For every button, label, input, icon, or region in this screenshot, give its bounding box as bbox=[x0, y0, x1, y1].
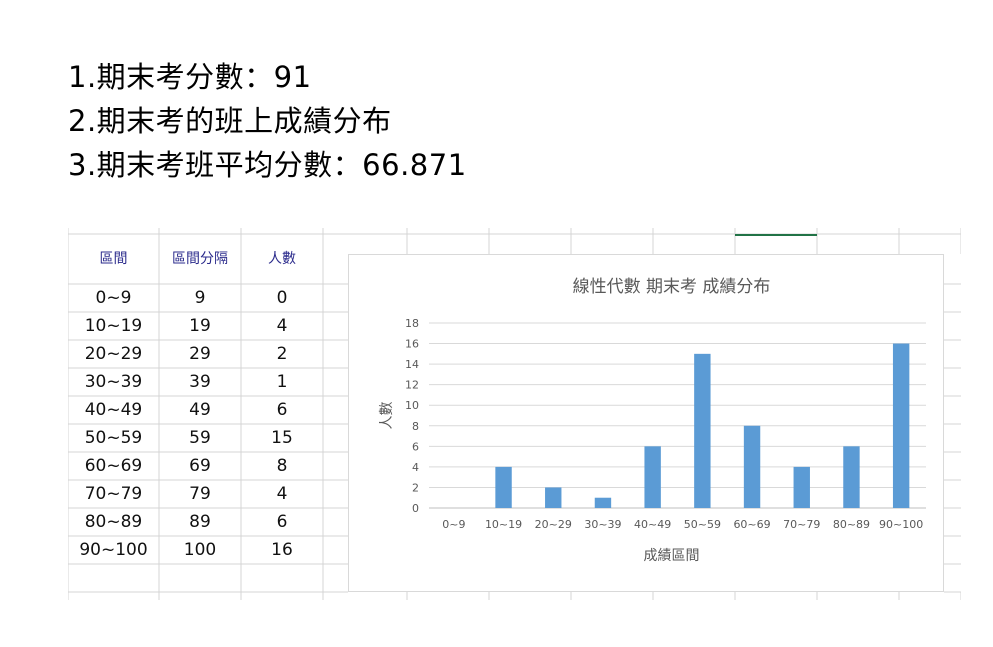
y-tick-label: 14 bbox=[405, 358, 419, 371]
table-cell[interactable]: 29 bbox=[189, 344, 211, 364]
table-cell[interactable]: 59 bbox=[189, 428, 211, 448]
x-axis-title: 成績區間 bbox=[644, 548, 700, 564]
y-tick-label: 12 bbox=[405, 379, 419, 392]
bar-20~29[interactable] bbox=[545, 487, 562, 508]
table-cell[interactable]: 40~49 bbox=[84, 400, 143, 420]
y-tick-label: 6 bbox=[412, 440, 419, 453]
table-cell[interactable]: 30~39 bbox=[84, 372, 143, 392]
table-cell[interactable]: 4 bbox=[276, 316, 288, 336]
table-cell[interactable]: 15 bbox=[271, 428, 293, 448]
spreadsheet-area: 區間 區間分隔 人數 0~9 9 0 10~19 19 4 20~29 29 2 30~39 39 1 40~… bbox=[68, 228, 961, 600]
table-cell[interactable]: 6 bbox=[276, 400, 288, 420]
x-tick-label: 60~69 bbox=[733, 518, 770, 531]
table-cell[interactable]: 90~100 bbox=[79, 540, 148, 560]
table-cell[interactable]: 9 bbox=[194, 288, 206, 308]
table-cell[interactable]: 0 bbox=[276, 288, 288, 308]
table-header-cell[interactable]: 區間分隔 bbox=[172, 251, 228, 267]
info-lines: 1.期末考分數：91 2.期末考的班上成績分布 3.期末考班平均分數：66.87… bbox=[68, 55, 467, 187]
info-line-score: 1.期末考分數：91 bbox=[68, 60, 312, 94]
table-cell[interactable]: 79 bbox=[189, 484, 211, 504]
x-tick-label: 90~100 bbox=[879, 518, 923, 531]
table-cell[interactable]: 69 bbox=[189, 456, 211, 476]
chart-title: 線性代數 期末考 成績分布 bbox=[573, 277, 771, 297]
table-cell[interactable]: 2 bbox=[276, 344, 288, 364]
table-cell[interactable]: 70~79 bbox=[84, 484, 143, 504]
bar-10~19[interactable] bbox=[495, 466, 512, 508]
x-tick-label: 30~39 bbox=[584, 518, 621, 531]
bar-40~49[interactable] bbox=[644, 446, 661, 508]
table-cell[interactable]: 100 bbox=[183, 540, 217, 560]
y-tick-label: 18 bbox=[405, 317, 419, 330]
table-cell[interactable]: 89 bbox=[189, 512, 211, 532]
table-cell[interactable]: 49 bbox=[189, 400, 211, 420]
table-cell[interactable]: 19 bbox=[189, 316, 211, 336]
chart-svg: 線性代數 期末考 成績分布 0 2 4 6 8 10 12 14 16 18 0~9 10~19 20~2… bbox=[379, 277, 926, 564]
y-tick-label: 2 bbox=[412, 481, 419, 494]
table-header-cell[interactable]: 人數 bbox=[268, 251, 296, 267]
table-cell[interactable]: 10~19 bbox=[84, 316, 143, 336]
table-cell[interactable]: 1 bbox=[276, 372, 288, 392]
sheet-gridlines bbox=[68, 228, 961, 600]
x-tick-label: 0~9 bbox=[442, 518, 465, 531]
table-cell[interactable]: 60~69 bbox=[84, 456, 143, 476]
bar-80~89[interactable] bbox=[843, 446, 860, 508]
y-axis-title: 人數 bbox=[379, 402, 395, 430]
bar-70~79[interactable] bbox=[793, 466, 810, 508]
table-cell[interactable]: 0~9 bbox=[95, 288, 132, 308]
table-cell[interactable]: 16 bbox=[271, 540, 293, 560]
table-cell[interactable]: 80~89 bbox=[84, 512, 143, 532]
bar-50~59[interactable] bbox=[694, 353, 711, 508]
x-tick-label: 20~29 bbox=[535, 518, 572, 531]
bar-90~100[interactable] bbox=[892, 343, 910, 508]
table-header-cell[interactable]: 區間 bbox=[99, 251, 128, 267]
y-tick-label: 16 bbox=[405, 338, 419, 351]
x-tick-label: 70~79 bbox=[783, 518, 820, 531]
table-cell[interactable]: 50~59 bbox=[84, 428, 143, 448]
table-cell[interactable]: 8 bbox=[276, 456, 288, 476]
x-tick-label: 50~59 bbox=[684, 518, 721, 531]
bar-30~39[interactable] bbox=[594, 497, 612, 508]
y-tick-label: 0 bbox=[412, 502, 419, 515]
table-cell[interactable]: 4 bbox=[276, 484, 288, 504]
y-tick-label: 4 bbox=[412, 461, 419, 474]
x-tick-label: 40~49 bbox=[634, 518, 671, 531]
x-tick-label: 10~19 bbox=[485, 518, 522, 531]
bar-60~69[interactable] bbox=[743, 425, 761, 508]
table-cell[interactable]: 39 bbox=[189, 372, 211, 392]
info-line-distribution: 2.期末考的班上成績分布 bbox=[68, 104, 392, 138]
score-distribution-chart[interactable]: 線性代數 期末考 成績分布 0 2 4 6 8 10 12 14 16 18 0~9 10~19 20~2… bbox=[348, 254, 944, 592]
y-tick-label: 10 bbox=[405, 399, 419, 412]
info-line-average: 3.期末考班平均分數：66.871 bbox=[68, 148, 467, 182]
table-cell[interactable]: 20~29 bbox=[84, 344, 143, 364]
table-cell[interactable]: 6 bbox=[276, 512, 288, 532]
x-tick-label: 80~89 bbox=[833, 518, 870, 531]
y-tick-label: 8 bbox=[412, 420, 419, 433]
